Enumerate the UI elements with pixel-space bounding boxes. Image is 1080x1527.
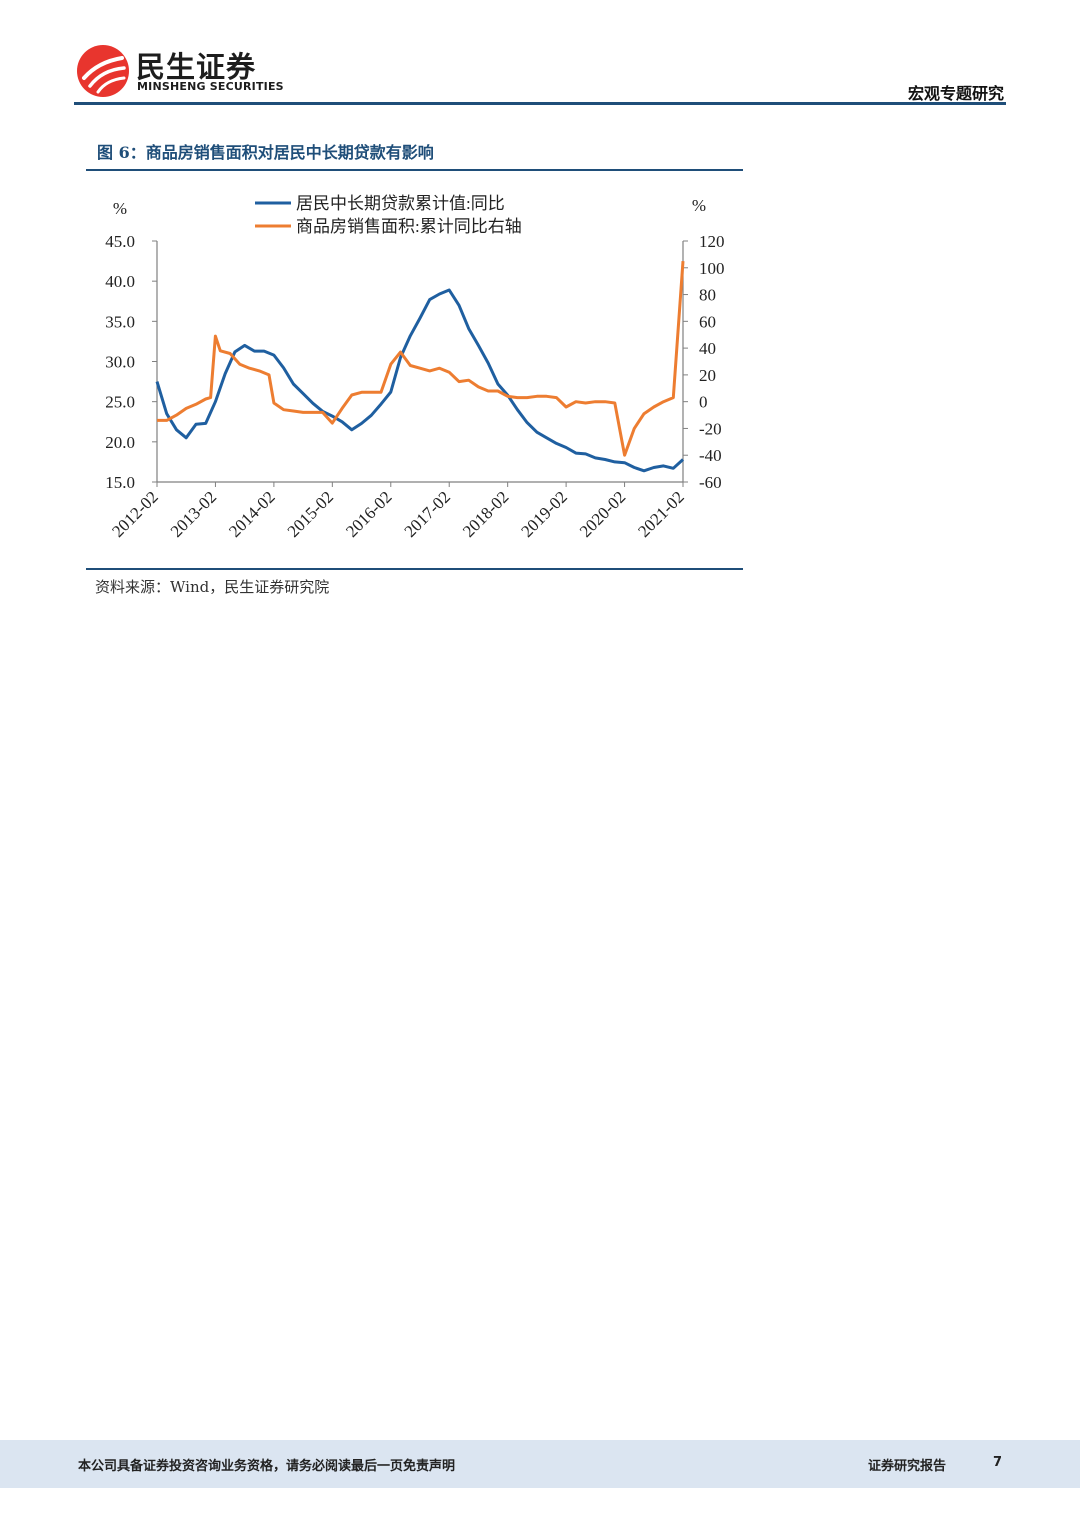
logo-chinese-name: 民生证券 <box>136 50 257 84</box>
figure-top-rule <box>86 169 743 171</box>
minsheng-logo-icon <box>77 45 129 97</box>
x-tick-label: 2016-02 <box>342 487 396 541</box>
x-tick-label: 2017-02 <box>401 487 455 541</box>
legend-label: 商品房销售面积:累计同比右轴 <box>296 217 522 236</box>
series-line-housing-sales <box>157 260 685 457</box>
x-tick-label: 2020-02 <box>576 487 630 541</box>
left-tick-label: 35.0 <box>105 312 135 331</box>
left-axis-unit: % <box>113 199 127 218</box>
left-tick-label: 30.0 <box>105 353 135 372</box>
right-tick-label: 20 <box>699 366 716 385</box>
chart-axes: % % 45.0 40.0 35.0 30.0 25.0 20.0 15.0 120 100 80 60… <box>105 196 724 541</box>
right-tick-label: 120 <box>699 232 725 251</box>
right-axis-unit: % <box>692 196 706 215</box>
figure-source: 资料来源：Wind，民生证券研究院 <box>95 578 330 596</box>
x-tick-label: 2014-02 <box>225 487 279 541</box>
right-tick-label: -40 <box>699 446 722 465</box>
right-tick-label: 60 <box>699 312 716 331</box>
chart-series <box>155 260 685 473</box>
x-tick-label: 2019-02 <box>517 487 571 541</box>
right-tick-label: 40 <box>699 339 716 358</box>
footer-disclaimer: 本公司具备证券投资咨询业务资格，请务必阅读最后一页免责声明 <box>78 1459 456 1474</box>
series-line-resident-loans <box>155 288 685 473</box>
logo-english-name: MINSHENG SECURITIES <box>137 80 284 93</box>
legend-label: 居民中长期贷款累计值:同比 <box>296 194 505 213</box>
figure-title: 图 6：商品房销售面积对居民中长期贷款有影响 <box>97 143 434 162</box>
left-tick-label: 45.0 <box>105 232 135 251</box>
page-number: 7 <box>993 1455 1003 1470</box>
right-tick-label: 0 <box>699 393 708 412</box>
page-header: 民生证券 MINSHENG SECURITIES 宏观专题研究 <box>0 0 1080 110</box>
left-tick-label: 20.0 <box>105 433 135 452</box>
footer-doc-type: 证券研究报告 <box>868 1459 947 1474</box>
right-tick-label: 80 <box>699 286 716 305</box>
left-tick-label: 25.0 <box>105 393 135 412</box>
x-tick-label: 2015-02 <box>284 487 338 541</box>
figure-bottom-rule <box>86 568 743 570</box>
right-tick-label: 100 <box>699 259 725 278</box>
right-tick-label: -60 <box>699 473 722 492</box>
right-tick-label: -20 <box>699 419 722 438</box>
report-type-label: 宏观专题研究 <box>907 84 1004 103</box>
page-footer: 本公司具备证券投资咨询业务资格，请务必阅读最后一页免责声明 证券研究报告 7 <box>0 1440 1080 1488</box>
header-divider <box>74 102 1006 105</box>
x-tick-label: 2021-02 <box>634 487 688 541</box>
x-tick-label: 2013-02 <box>167 487 221 541</box>
left-tick-label: 40.0 <box>105 272 135 291</box>
x-tick-label: 2012-02 <box>108 487 162 541</box>
left-tick-label: 15.0 <box>105 473 135 492</box>
x-tick-label: 2018-02 <box>459 487 513 541</box>
